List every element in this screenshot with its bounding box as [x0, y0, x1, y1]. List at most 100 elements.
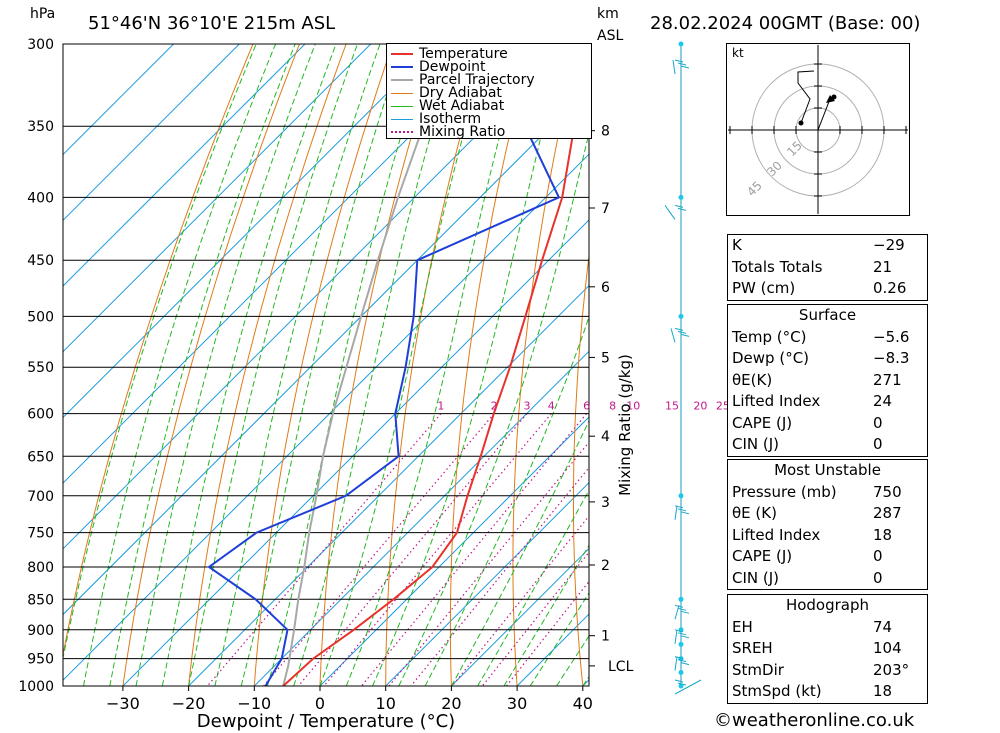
- isotherm-line: [63, 87, 589, 616]
- index-key: θE(K): [732, 370, 773, 389]
- wet-adiabat-line: [503, 544, 589, 686]
- mixing-ratio-label: 6: [583, 400, 590, 413]
- most-unstable-title: Most Unstable: [774, 461, 881, 479]
- x-tick-label: 30: [507, 694, 527, 713]
- legend-label-isotherm: Isotherm: [419, 111, 482, 127]
- x-axis-title: Dewpoint / Temperature (°C): [197, 711, 455, 732]
- isotherm-line: [253, 350, 589, 686]
- dry-adiabat-line: [950, 44, 1000, 686]
- index-key: CAPE (J): [732, 413, 793, 432]
- legend-label-temperature: Temperature: [419, 46, 508, 62]
- index-value: 271: [873, 370, 902, 389]
- index-value: 21: [873, 257, 893, 276]
- surface-row: CAPE (J) 0: [728, 413, 927, 435]
- mixing-ratio-label: 10: [626, 400, 640, 413]
- wind-level-dot: [678, 313, 684, 319]
- hodograph-surface-point: [798, 120, 804, 126]
- legend-item-parcel: Parcel Trajectory: [391, 72, 535, 88]
- dry-adiabat-line: [632, 44, 672, 686]
- most-unstable-row: Lifted Index 18: [728, 525, 927, 547]
- legend-swatch-parcel: [391, 79, 413, 81]
- pressure-tick-label: 450: [27, 253, 54, 269]
- index-key: StmDir: [732, 660, 784, 679]
- mixing-ratio-line: [263, 413, 495, 686]
- pressure-unit-label: hPa: [30, 6, 56, 22]
- legend-label-mixing-ratio: Mixing Ratio: [419, 124, 506, 140]
- index-value: −5.6: [873, 327, 910, 346]
- index-row-totals: Totals Totals 21: [728, 257, 927, 279]
- wind-barb: [674, 656, 678, 671]
- mixing-ratio-label: 15: [665, 400, 679, 413]
- index-value: 750: [873, 482, 902, 501]
- wind-barb-flag: [680, 610, 690, 614]
- pressure-tick-label: 750: [27, 526, 54, 542]
- copyright-notice[interactable]: ©weatheronline.co.uk: [714, 710, 914, 731]
- most-unstable-row: CAPE (J) 0: [728, 546, 927, 568]
- hodograph-trace: [797, 70, 815, 124]
- wind-level-dot: [678, 493, 684, 499]
- site-link[interactable]: weatheronline.co.uk: [732, 710, 915, 731]
- series-parcel-trajectory: [282, 44, 458, 686]
- legend-label-parcel: Parcel Trajectory: [419, 72, 535, 88]
- mixing-ratio-label: 4: [548, 400, 555, 413]
- dry-adiabat-line: [385, 44, 487, 686]
- dry-adiabat-line: [512, 44, 580, 686]
- wind-barb: [674, 629, 678, 644]
- legend-label-dewpoint: Dewpoint: [419, 59, 486, 75]
- index-key: CIN (J): [732, 435, 780, 453]
- isotherm-line: [63, 44, 503, 484]
- wind-barb-flag: [677, 207, 687, 211]
- mixing-ratio-label: 20: [693, 400, 707, 413]
- index-value: −8.3: [873, 349, 910, 367]
- wind-barb-flag: [680, 65, 690, 69]
- isotherm-line: [63, 44, 437, 419]
- wet-adiabat-line: [450, 419, 589, 686]
- hodograph-table: Hodograph EH 74 SREH 104 StmDir 203° StmSpd…: [727, 594, 928, 704]
- x-tick-label: 0: [315, 694, 325, 713]
- hodograph-row: EH 74: [728, 617, 927, 639]
- wind-barb-flag: [674, 505, 684, 509]
- wind-barb-flag: [674, 629, 684, 633]
- wet-adiabat-line: [109, 44, 296, 686]
- isotherm-line: [63, 153, 589, 681]
- wind-barb-flag: [674, 604, 684, 608]
- surface-row: CIN (J) 0: [728, 434, 927, 456]
- isotherm-line: [319, 416, 589, 686]
- axes-labels: 1 2 3 4 6 8 10 15 20 2530035040045050055060065070…: [18, 37, 730, 732]
- wet-adiabat-line: [161, 44, 337, 686]
- wind-barb-flag: [680, 333, 690, 337]
- isotherm-line: [385, 481, 589, 686]
- km-tick-label: LCL: [608, 659, 634, 675]
- index-value: −29: [873, 236, 905, 254]
- mixing-ratio-line: [451, 515, 589, 686]
- wind-barb: [672, 59, 676, 75]
- mixing-ratio-line: [323, 413, 552, 686]
- dry-adiabat-line: [122, 44, 300, 686]
- index-value: 203°: [873, 660, 910, 679]
- wind-barb-flag: [680, 662, 690, 666]
- index-value: 104: [873, 639, 902, 657]
- wind-barb-flag: [674, 59, 684, 63]
- wet-adiabat-line: [477, 489, 589, 686]
- mixing-ratio-label: 8: [609, 400, 616, 413]
- index-key: Dewp (°C): [732, 349, 810, 367]
- height-unit-sub-label: ASL: [597, 28, 624, 44]
- index-key: CAPE (J): [732, 547, 793, 565]
- x-tick-label: −10: [237, 694, 271, 713]
- index-value: 0.26: [873, 279, 907, 297]
- surface-row: θE(K) 271: [728, 370, 927, 392]
- mixing-ratio-axis-title: Mixing Ratio (g/kg): [616, 354, 634, 496]
- surface-row: Lifted Index 24: [728, 391, 927, 413]
- pressure-tick-label: 300: [27, 37, 54, 53]
- wet-adiabat-line: [293, 44, 459, 686]
- copyright-icon: ©: [714, 710, 732, 731]
- surface-row: Dewp (°C) −8.3: [728, 348, 927, 370]
- km-tick-label: 2: [601, 558, 610, 574]
- index-value: 0: [873, 568, 883, 587]
- mixing-ratio-label: 3: [524, 400, 531, 413]
- isotherm-line: [451, 547, 589, 686]
- index-key: θE (K): [732, 504, 777, 522]
- pressure-tick-label: 550: [27, 360, 54, 376]
- isotherm-line: [63, 44, 306, 287]
